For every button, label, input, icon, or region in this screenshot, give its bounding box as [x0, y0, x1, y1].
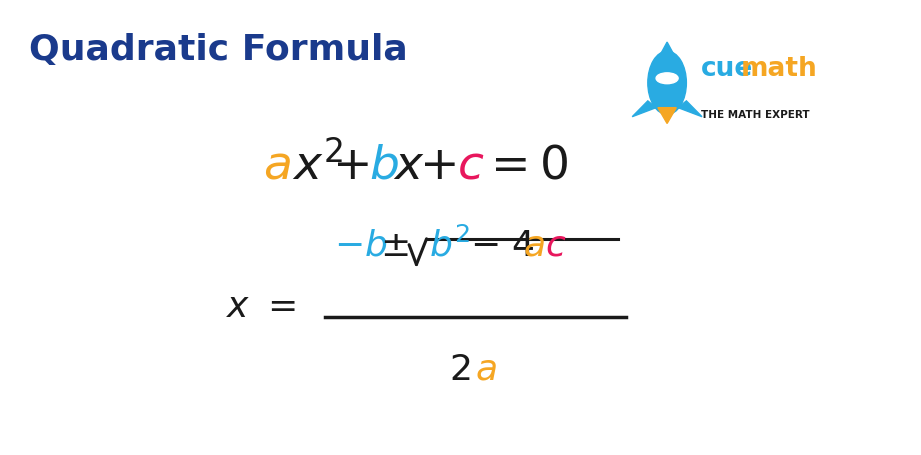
Text: $\mathit{a}$: $\mathit{a}$	[523, 228, 544, 263]
Polygon shape	[678, 101, 702, 116]
Text: $-\ 4$: $-\ 4$	[470, 228, 534, 263]
Circle shape	[656, 73, 678, 84]
Text: $= 0$: $= 0$	[481, 144, 567, 189]
Text: $\mathit{x}\ =$: $\mathit{x}\ =$	[227, 290, 296, 324]
Polygon shape	[658, 108, 676, 123]
Text: $\mathit{c}$: $\mathit{c}$	[545, 228, 566, 263]
Text: $\mathit{b}$: $\mathit{b}$	[368, 144, 399, 189]
Text: $\mathit{a}$: $\mathit{a}$	[263, 144, 291, 189]
Polygon shape	[656, 42, 678, 62]
Text: $\mathit{b}^2$: $\mathit{b}^2$	[429, 228, 471, 264]
Text: $\mathit{x}^2$: $\mathit{x}^2$	[292, 143, 343, 190]
Text: $\mathit{x}$: $\mathit{x}$	[392, 144, 425, 189]
Text: $+$: $+$	[419, 144, 456, 189]
Ellipse shape	[647, 51, 686, 115]
Text: cue: cue	[701, 56, 753, 81]
Text: THE MATH EXPERT: THE MATH EXPERT	[701, 110, 810, 120]
Text: Quadratic Formula: Quadratic Formula	[29, 33, 408, 67]
Text: math: math	[740, 56, 817, 81]
Text: $2$: $2$	[449, 353, 471, 387]
Text: $-\mathit{b}$: $-\mathit{b}$	[333, 228, 387, 263]
Text: $+$: $+$	[332, 144, 368, 189]
Text: $\pm$: $\pm$	[379, 228, 408, 263]
Text: $\mathit{a}$: $\mathit{a}$	[475, 353, 497, 387]
Text: $\mathit{c}$: $\mathit{c}$	[457, 144, 484, 189]
Polygon shape	[632, 101, 656, 116]
